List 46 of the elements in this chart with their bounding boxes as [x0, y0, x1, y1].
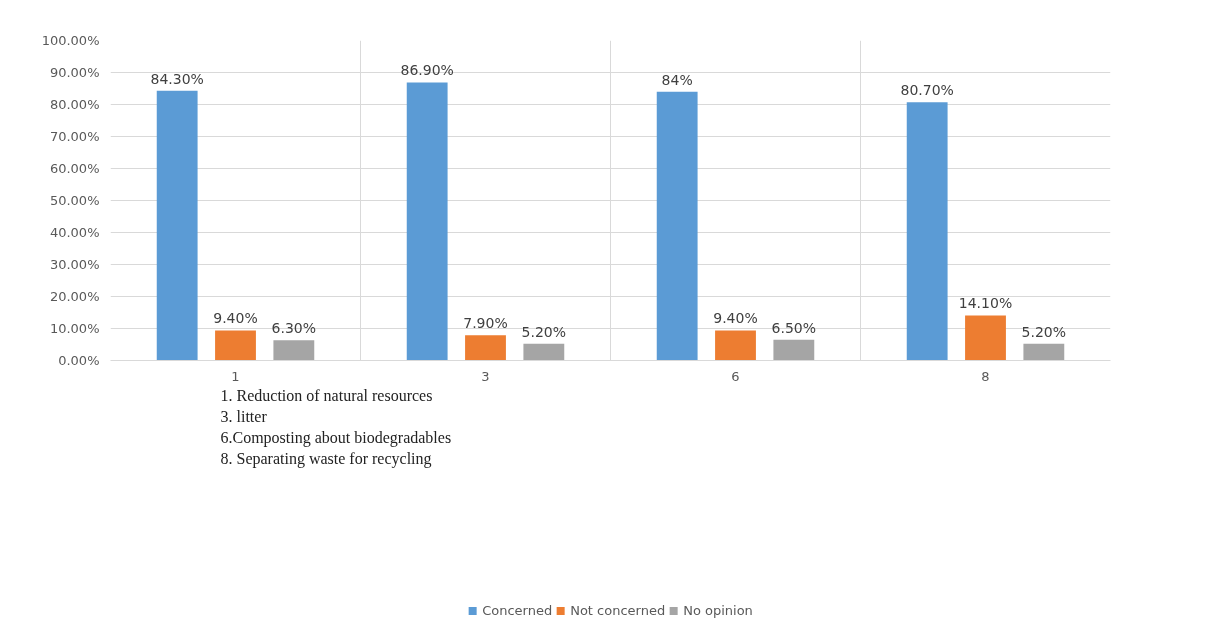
- y-tick-label: 20.00%: [49, 289, 100, 304]
- bar: [773, 339, 815, 361]
- y-tick-label: 90.00%: [49, 65, 100, 80]
- bar: [1023, 343, 1065, 361]
- y-tick-label: 100.00%: [41, 33, 100, 48]
- y-tick-label: 30.00%: [49, 257, 100, 272]
- bar: [156, 90, 198, 361]
- data-label: 9.40%: [713, 310, 758, 327]
- data-label: 14.10%: [958, 295, 1013, 312]
- y-tick-label: 10.00%: [49, 321, 100, 336]
- x-tick-label: 6: [731, 368, 740, 384]
- data-label: 9.40%: [213, 310, 258, 327]
- data-label: 5.20%: [1021, 323, 1067, 340]
- x-tick-label: 8: [981, 368, 990, 384]
- text: 6.Composting about biodegradables: [220, 428, 452, 447]
- x-tick-label: 3: [481, 368, 490, 384]
- data-label: 86.90%: [400, 62, 454, 79]
- data-label: 5.20%: [521, 323, 567, 340]
- data-label: 84.30%: [150, 70, 204, 87]
- y-tick-label: 50.00%: [49, 193, 100, 208]
- text: 1. Reduction of natural resources: [220, 386, 433, 404]
- data-label: 6.50%: [771, 319, 817, 336]
- bar: [656, 91, 698, 361]
- data-label: 6.30%: [271, 320, 317, 337]
- bar: [215, 330, 256, 361]
- legend-label: No opinion: [683, 602, 753, 618]
- bar: [465, 335, 506, 361]
- y-tick-label: 0.00%: [58, 353, 100, 368]
- text: 3. litter: [220, 407, 268, 425]
- text: 8. Separating waste for recycling: [220, 449, 432, 468]
- y-tick-label: 70.00%: [49, 129, 100, 144]
- legend-label: Concerned: [482, 602, 553, 618]
- y-tick-label: 40.00%: [49, 225, 100, 240]
- legend-label: Not concerned: [570, 602, 666, 618]
- data-label: 84%: [661, 71, 693, 88]
- x-tick-label: 1: [231, 368, 240, 384]
- y-tick-label: 80.00%: [49, 97, 100, 112]
- bar: [715, 330, 756, 361]
- bar: [406, 82, 448, 361]
- bar: [523, 343, 565, 361]
- bar: [273, 340, 315, 361]
- y-tick-label: 60.00%: [49, 161, 100, 176]
- bar: [906, 102, 948, 361]
- data-label: 80.70%: [900, 82, 954, 99]
- bar: [965, 315, 1006, 361]
- data-label: 7.90%: [463, 315, 508, 332]
